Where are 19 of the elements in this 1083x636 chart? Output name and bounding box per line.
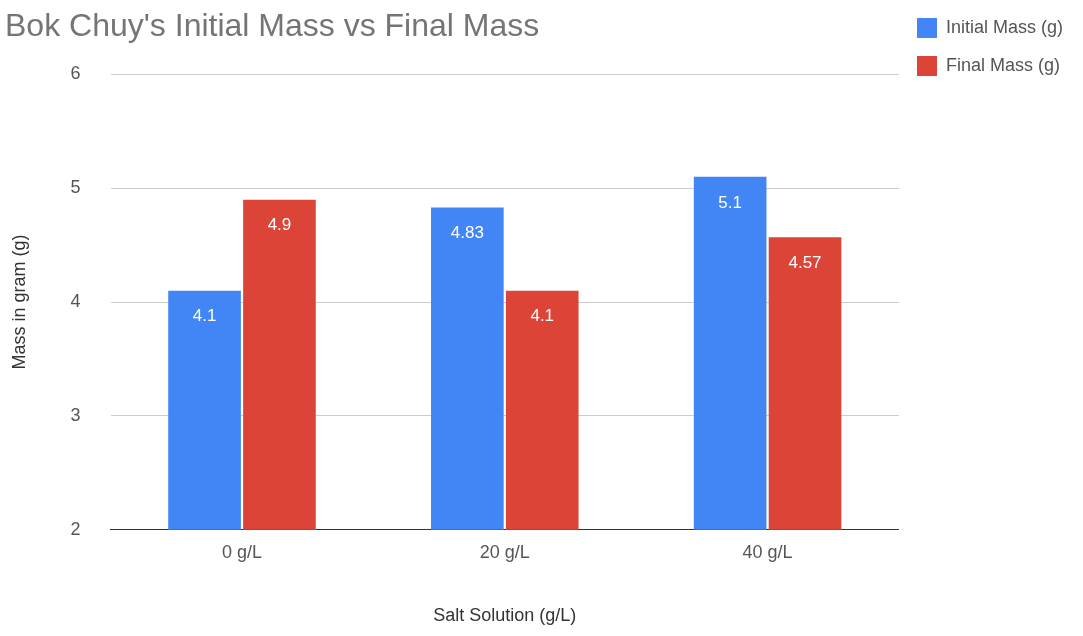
chart-title: Bok Chuy's Initial Mass vs Final Mass [5, 7, 540, 44]
data-label: 4.1 [530, 306, 555, 326]
x-tick-label: 40 g/L [742, 541, 793, 562]
y-tick-label: 5 [70, 177, 81, 198]
data-label: 4.57 [788, 252, 822, 272]
y-tick-label: 6 [70, 63, 81, 84]
x-axis-title: Salt Solution (g/L) [433, 605, 577, 626]
data-label: 4.9 [267, 215, 292, 235]
y-tick-label: 2 [70, 518, 81, 539]
y-tick-label: 3 [70, 404, 81, 425]
x-tick-label: 0 g/L [221, 541, 263, 562]
legend-label: Final Mass (g) [945, 54, 1060, 75]
data-label: 4.83 [450, 223, 484, 243]
y-tick-label: 4 [70, 291, 81, 312]
data-label: 5.1 [718, 192, 742, 212]
data-label: 4.1 [192, 306, 217, 326]
y-axis-title: Mass in gram (g) [8, 234, 29, 370]
legend-label: Initial Mass (g) [945, 16, 1063, 37]
x-tick-label: 20 g/L [479, 541, 530, 562]
